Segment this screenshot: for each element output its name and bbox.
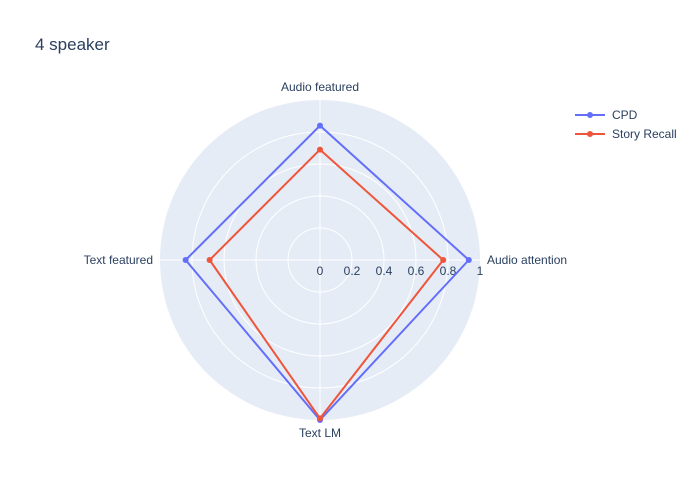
series-point (317, 146, 323, 153)
radial-tick-label: 1 (477, 264, 484, 278)
radial-axis-tick-labels: 0 0.2 0.4 0.6 0.8 1 (317, 264, 484, 278)
series-point (465, 257, 472, 263)
series-point (182, 257, 189, 263)
angular-axis-label: Text LM (299, 426, 341, 440)
legend-item[interactable]: Story Recall (575, 127, 677, 141)
series-layer (182, 122, 472, 423)
angular-axis-label: Audio attention (487, 253, 567, 267)
chart-title: 4 speaker (35, 35, 110, 54)
legend-label: CPD (612, 108, 638, 122)
series-point (440, 257, 447, 263)
legend-item[interactable]: CPD (575, 108, 638, 122)
radial-tick-label: 0.6 (408, 264, 425, 278)
radial-tick-label: 0.2 (344, 264, 361, 278)
legend-label: Story Recall (612, 127, 677, 141)
angular-axis-label: Audio featured (281, 80, 359, 94)
series-point (317, 122, 323, 129)
series-point (317, 415, 323, 422)
series-1 (206, 146, 447, 422)
radial-tick-label: 0.8 (440, 264, 457, 278)
series-0 (182, 122, 472, 423)
radial-tick-label: 0 (317, 264, 324, 278)
legend-swatch-marker (587, 131, 593, 137)
angular-axis-label: Text featured (84, 253, 153, 267)
legend-swatch-marker (587, 112, 593, 118)
series-point (206, 257, 213, 263)
radial-tick-label: 0.4 (376, 264, 393, 278)
angular-axis-labels: Audio attention Audio featured Text featur… (84, 80, 567, 440)
legend[interactable]: CPD Story Recall (575, 108, 677, 141)
